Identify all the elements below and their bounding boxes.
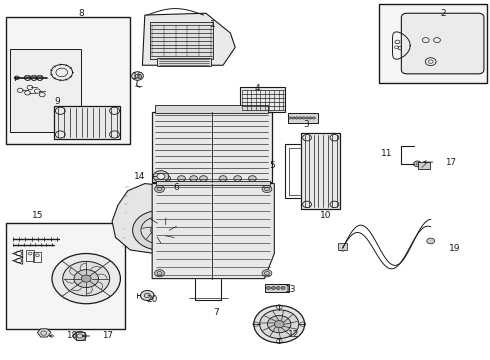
Text: 9: 9 <box>54 96 60 105</box>
FancyBboxPatch shape <box>401 13 484 74</box>
Circle shape <box>163 176 171 181</box>
Circle shape <box>268 316 291 333</box>
Circle shape <box>190 176 197 181</box>
Text: 12: 12 <box>288 330 299 339</box>
Circle shape <box>281 287 285 289</box>
Circle shape <box>267 287 270 289</box>
Circle shape <box>309 117 312 119</box>
Circle shape <box>339 245 346 251</box>
Polygon shape <box>152 184 274 279</box>
Polygon shape <box>5 17 130 144</box>
Text: 18: 18 <box>66 332 77 341</box>
Circle shape <box>153 171 169 182</box>
Polygon shape <box>338 243 346 250</box>
Text: 19: 19 <box>449 244 461 253</box>
Polygon shape <box>418 162 430 169</box>
Text: 4: 4 <box>254 84 260 93</box>
Circle shape <box>299 117 302 119</box>
Polygon shape <box>10 49 81 132</box>
Text: 13: 13 <box>285 285 296 294</box>
Text: 17: 17 <box>445 158 456 167</box>
Text: 5: 5 <box>269 161 275 170</box>
Circle shape <box>295 117 298 119</box>
Circle shape <box>289 117 292 119</box>
Circle shape <box>81 275 91 282</box>
Polygon shape <box>54 107 121 139</box>
Circle shape <box>271 287 275 289</box>
Polygon shape <box>379 4 487 83</box>
Text: 3: 3 <box>303 120 309 129</box>
Circle shape <box>141 291 154 301</box>
Circle shape <box>274 320 284 328</box>
Circle shape <box>63 261 110 296</box>
Circle shape <box>157 174 165 179</box>
Polygon shape <box>265 284 289 292</box>
Circle shape <box>248 176 256 181</box>
Text: 17: 17 <box>102 332 113 341</box>
Circle shape <box>302 117 305 119</box>
Circle shape <box>141 217 178 244</box>
Circle shape <box>199 176 207 181</box>
Text: 11: 11 <box>381 149 392 158</box>
Text: 20: 20 <box>147 294 158 303</box>
Circle shape <box>313 117 316 119</box>
Circle shape <box>306 117 309 119</box>
Circle shape <box>262 185 272 193</box>
Text: 7: 7 <box>213 308 219 317</box>
Circle shape <box>155 185 164 193</box>
Polygon shape <box>37 329 51 337</box>
Circle shape <box>74 331 86 341</box>
Text: 16: 16 <box>132 72 143 81</box>
Polygon shape <box>5 223 125 329</box>
Polygon shape <box>301 134 340 209</box>
Circle shape <box>427 238 435 244</box>
Text: 15: 15 <box>31 211 43 220</box>
Circle shape <box>260 310 299 338</box>
Polygon shape <box>143 13 235 65</box>
Circle shape <box>133 211 186 250</box>
Circle shape <box>254 306 305 343</box>
Text: 10: 10 <box>320 211 331 220</box>
Text: 2: 2 <box>440 9 446 18</box>
Text: 1: 1 <box>210 19 216 28</box>
Circle shape <box>155 270 164 277</box>
Polygon shape <box>112 184 194 253</box>
Polygon shape <box>240 87 285 112</box>
Polygon shape <box>157 58 211 66</box>
Circle shape <box>177 176 185 181</box>
Text: 8: 8 <box>78 9 84 18</box>
Polygon shape <box>150 22 213 59</box>
Circle shape <box>262 270 272 277</box>
Polygon shape <box>155 105 269 113</box>
Polygon shape <box>288 113 318 123</box>
Circle shape <box>74 270 98 288</box>
Polygon shape <box>152 112 272 182</box>
Circle shape <box>234 176 242 181</box>
Circle shape <box>132 72 144 80</box>
Text: 14: 14 <box>134 172 146 181</box>
Circle shape <box>414 161 421 167</box>
Circle shape <box>276 287 280 289</box>
Circle shape <box>52 253 121 304</box>
Text: 6: 6 <box>174 183 179 192</box>
Circle shape <box>292 117 295 119</box>
Circle shape <box>219 176 227 181</box>
Polygon shape <box>156 181 270 185</box>
Circle shape <box>151 224 168 237</box>
Circle shape <box>14 76 19 80</box>
